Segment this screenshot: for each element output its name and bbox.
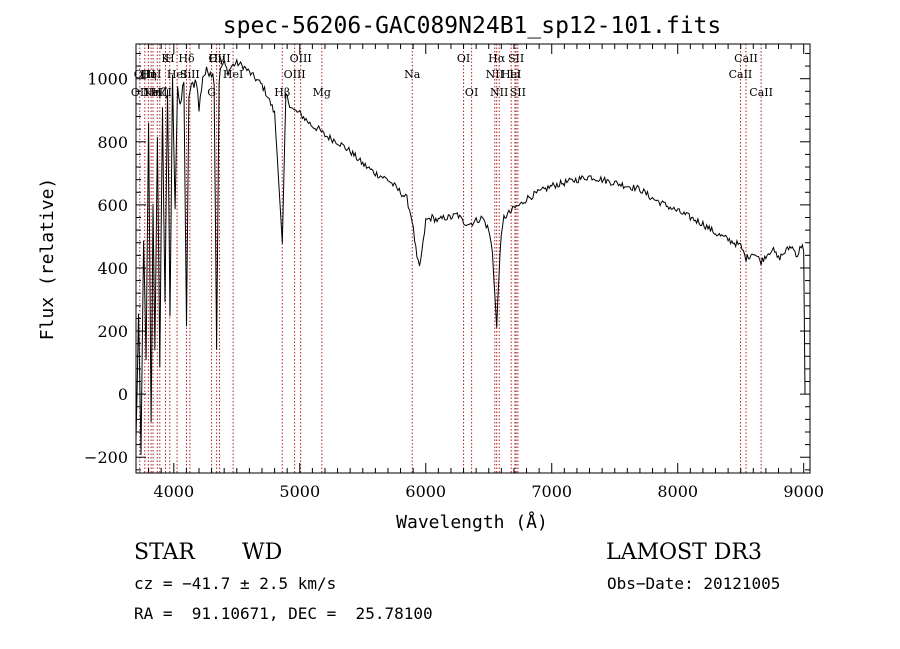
line-label: OI <box>457 52 470 65</box>
line-label: Hη <box>145 86 161 99</box>
line-label: HeI <box>167 68 187 81</box>
line-label: SiII <box>180 68 200 81</box>
object-subclass: WD <box>242 540 283 565</box>
line-label: OIII <box>134 68 156 81</box>
line-label: Hγ <box>209 52 226 65</box>
survey-name: LAMOST DR3 <box>606 540 762 565</box>
spectrum-line <box>135 57 806 456</box>
line-label: H <box>165 52 175 65</box>
y-tick-label: −200 <box>84 448 128 467</box>
line-label: OI <box>465 86 478 99</box>
x-tick-label: 7000 <box>531 482 572 501</box>
line-label: SII <box>508 52 524 65</box>
line-label: Hη <box>140 68 156 81</box>
line-label: G <box>207 86 216 99</box>
x-axis-label: Wavelength (Å) <box>396 511 548 533</box>
y-tick-label: 600 <box>97 196 128 215</box>
line-label: K <box>161 52 170 65</box>
line-label: OIII <box>290 52 312 65</box>
observation-date: Obs−Date: 20121005 <box>607 574 781 593</box>
axis-ticks: 4000 5000 6000 7000 8000 9000 −200 0 200 400 600 80… <box>84 44 824 501</box>
line-label: OIII <box>284 68 306 81</box>
y-tick-label: 0 <box>118 385 128 404</box>
line-label: Mg <box>313 86 331 99</box>
y-tick-label: 200 <box>97 322 128 341</box>
y-tick-label: 800 <box>97 133 128 152</box>
line-label: OII <box>131 86 149 99</box>
x-tick-label: 5000 <box>279 482 320 501</box>
spectral-line-labels: OIIOIIIHηHeIHηNeIIIHζKHHeIHδSiIIGHγOIIIH… <box>131 52 773 99</box>
x-tick-label: 4000 <box>153 482 194 501</box>
spectrum-series <box>135 57 806 456</box>
x-tick-label: 6000 <box>405 482 446 501</box>
chart-title: spec-56206-GAC089N24B1_sp12-101.fits <box>223 13 722 39</box>
line-label: Hδ <box>178 52 195 65</box>
line-label: HeI <box>501 68 521 81</box>
spectral-line-markers <box>139 44 762 473</box>
line-label: CaII <box>734 52 758 65</box>
line-label: NII <box>490 86 508 99</box>
line-label: CaII <box>729 68 753 81</box>
y-tick-label: 400 <box>97 259 128 278</box>
object-class: STAR <box>134 540 195 565</box>
y-axis-label: Flux (relative) <box>37 178 58 341</box>
velocity-readout: cz = −41.7 ± 2.5 km/s <box>134 574 337 593</box>
line-label: Hζ <box>152 86 168 99</box>
line-label: NII <box>486 68 504 81</box>
line-label: CaII <box>749 86 773 99</box>
line-label: SII <box>510 86 526 99</box>
x-tick-label: 8000 <box>657 482 698 501</box>
plot-frame <box>135 43 811 474</box>
y-tick-label: 1000 <box>87 70 128 89</box>
line-label: Hα <box>488 52 506 65</box>
line-label: NeIII <box>143 86 172 99</box>
x-tick-label: 9000 <box>783 482 824 501</box>
coordinates-readout: RA = 91.10671, DEC = 25.78100 <box>134 604 433 623</box>
line-label: HeI <box>141 68 161 81</box>
line-label: OIII <box>208 52 230 65</box>
line-label: Li <box>510 68 521 81</box>
line-label: Na <box>404 68 421 81</box>
line-label: HeI <box>223 68 243 81</box>
